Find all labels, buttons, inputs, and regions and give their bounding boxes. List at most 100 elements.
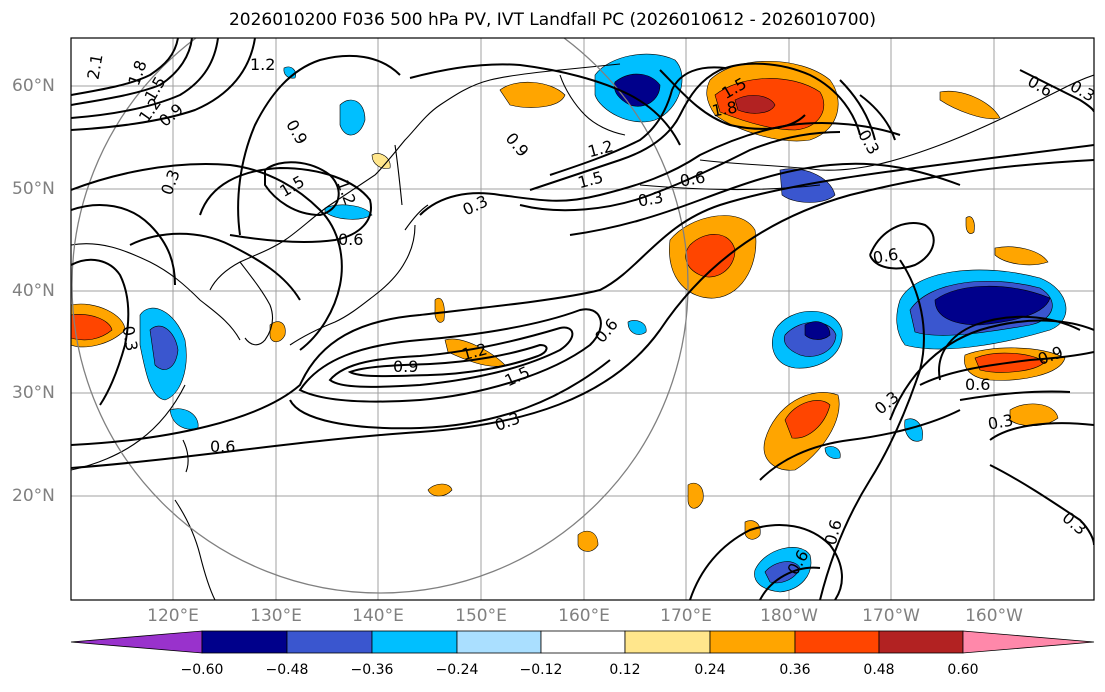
shade-orange-small3 (687, 482, 704, 509)
shade-darkred-north (734, 95, 776, 114)
shade-blue-small1 (904, 418, 923, 442)
coast-alaska (699, 74, 1094, 171)
contour-label: 0.3 (157, 167, 184, 197)
contour-label: 0.6 (591, 315, 622, 347)
shade-orange-east3 (1009, 403, 1059, 427)
shade-orange-small5 (269, 321, 286, 343)
map-frame (70, 37, 1095, 601)
colorbar (70, 630, 1095, 654)
lon-label: 150°E (455, 606, 507, 626)
shade-mid-west (149, 325, 179, 370)
contour-label: 0.6 (871, 244, 899, 267)
shade-blue-sakhalin (339, 99, 366, 136)
contour-label: 0.3 (1059, 508, 1091, 539)
contour-label: 1.8 (710, 97, 738, 120)
pv-contours (71, 38, 1094, 600)
colorbar-tick-label: 0.36 (779, 662, 811, 678)
contour-label: 0.9 (393, 357, 418, 376)
lon-label: 180°W (760, 606, 818, 626)
shade-orange-east (939, 90, 1001, 120)
colorbar-segment (201, 630, 288, 654)
coast-philippines (174, 499, 216, 600)
colorbar-tick-label: −0.12 (519, 662, 563, 678)
shade-navy-north (614, 73, 661, 107)
colorbar-segment (794, 630, 880, 654)
lat-label: 60°N (12, 76, 55, 96)
contour-label: 0.6 (338, 230, 363, 249)
lon-label: 130°E (250, 606, 302, 626)
shade-blue-small2 (627, 320, 647, 335)
shade-mid-south (764, 561, 801, 584)
colorbar-extend-low (70, 630, 203, 654)
coast-asia (71, 63, 621, 471)
map-title: 2026010200 F036 500 hPa PV, IVT Landfall… (228, 10, 876, 30)
shade-orange-small1 (427, 483, 453, 497)
lon-label: 160°E (558, 606, 610, 626)
shade-orange-small2 (577, 530, 599, 552)
colorbar-tick-label: 0.24 (694, 662, 726, 678)
contour-label: 1.2 (586, 136, 616, 161)
shade-orange-small8 (371, 153, 391, 169)
contour-label: 0.3 (986, 410, 1014, 433)
shade-blue-mid (779, 168, 836, 203)
contour-label: 0.6 (821, 517, 846, 547)
map-panel: 2.1 1.8 1.5 1.2 0.9 1.2 0.9 0.3 1.5 1.2 … (71, 38, 1094, 600)
shade-navy-180 (804, 321, 831, 340)
shade-blue-west2 (169, 408, 199, 430)
contour-label: 0.9 (282, 116, 311, 148)
ivt-shading (71, 53, 1067, 593)
shade-red-west (71, 314, 113, 341)
shade-orange-small6 (434, 297, 445, 323)
contour-label: 1.5 (502, 362, 533, 390)
colorbar-tick-label: −0.36 (350, 662, 394, 678)
colorbar-extend-high (962, 630, 1095, 654)
lat-label: 30°N (12, 383, 55, 403)
colorbar-tick-label: −0.48 (265, 662, 309, 678)
contour-label: 1.2 (250, 55, 275, 74)
contour-label: 0.6 (210, 437, 235, 456)
colorbar-tick-label: 0.12 (609, 662, 641, 678)
colorbar-tick-label: −0.24 (435, 662, 479, 678)
contour-label: 0.6 (965, 375, 990, 394)
contour-label: 0.6 (678, 167, 706, 190)
range-circle (71, 38, 689, 594)
coast-kamchatka (559, 74, 626, 136)
shade-orange-east4 (994, 246, 1049, 266)
colorbar-segment (456, 630, 542, 654)
colorbar-tick-label: 0.48 (863, 662, 895, 678)
contour-label: 0.3 (492, 408, 522, 435)
shade-navy-east (934, 285, 1051, 326)
colorbar-tick-label: 0.60 (947, 662, 979, 678)
lat-label: 50°N (12, 179, 55, 199)
shade-red-south (784, 400, 831, 439)
colorbar-segment (286, 630, 373, 654)
colorbar-segment (540, 630, 626, 654)
contour-label: 0.3 (460, 191, 491, 219)
contour-label: 0.6 (1024, 71, 1056, 100)
coast-sakhalin (394, 144, 403, 206)
shade-orange-small7 (965, 216, 975, 234)
contour-label: 0.3 (118, 324, 141, 352)
shade-blue-small3 (824, 446, 841, 459)
contour-label: 0.3 (636, 187, 664, 210)
lon-label: 170°W (862, 606, 920, 626)
contour-label: 0.9 (502, 129, 533, 161)
coast-japan (289, 204, 429, 346)
colorbar-segment (371, 630, 458, 654)
colorbar-segment (709, 630, 796, 654)
coast-korea (239, 261, 274, 346)
lon-label: 120°E (147, 606, 199, 626)
colorbar-tick-label: −0.60 (180, 662, 224, 678)
colorbar-segment (624, 630, 711, 654)
lat-label: 20°N (12, 486, 55, 506)
contour-label: 0.3 (871, 387, 903, 418)
lon-label: 170°E (660, 606, 712, 626)
lon-label: 160°W (965, 606, 1023, 626)
lat-label: 40°N (12, 281, 55, 301)
colorbar-segment (878, 630, 964, 654)
lon-label: 140°E (352, 606, 404, 626)
shade-blue-rus (324, 204, 373, 220)
shade-orange-kam (499, 81, 566, 108)
contour-label: 2.1 (83, 53, 106, 81)
